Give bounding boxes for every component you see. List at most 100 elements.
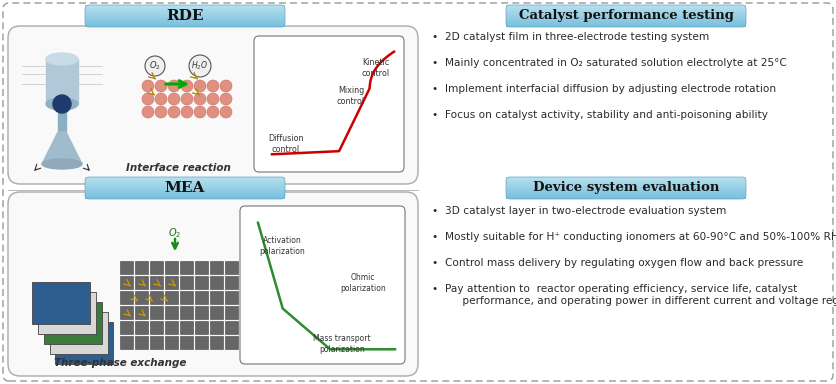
- Text: Mixing
control: Mixing control: [337, 86, 365, 106]
- Text: Activation
polarization: Activation polarization: [259, 236, 305, 256]
- Circle shape: [145, 56, 165, 76]
- Bar: [210, 336, 223, 349]
- Bar: [180, 291, 193, 304]
- Bar: [135, 291, 148, 304]
- Bar: [150, 291, 163, 304]
- Bar: [225, 306, 238, 319]
- Bar: [180, 321, 193, 334]
- Bar: [38, 292, 96, 334]
- Polygon shape: [42, 132, 82, 164]
- Circle shape: [155, 93, 167, 105]
- Bar: [135, 336, 148, 349]
- Text: Mass transport
polarization: Mass transport polarization: [314, 334, 371, 354]
- Circle shape: [189, 55, 211, 77]
- Ellipse shape: [42, 159, 82, 169]
- Text: $O_2$: $O_2$: [168, 226, 181, 240]
- Bar: [195, 336, 208, 349]
- Text: •  2D catalyst film in three-electrode testing system: • 2D catalyst film in three-electrode te…: [432, 32, 709, 42]
- Bar: [135, 276, 148, 289]
- Circle shape: [155, 106, 167, 118]
- Circle shape: [181, 93, 193, 105]
- Text: Device system evaluation: Device system evaluation: [533, 182, 719, 195]
- Circle shape: [220, 106, 232, 118]
- Bar: [150, 336, 163, 349]
- Text: •  Pay attention to  reactor operating efficiency, service life, catalyst
      : • Pay attention to reactor operating eff…: [432, 284, 836, 306]
- FancyBboxPatch shape: [240, 206, 405, 364]
- Bar: [32, 282, 90, 324]
- Ellipse shape: [46, 53, 78, 65]
- Ellipse shape: [46, 98, 78, 110]
- Bar: [180, 276, 193, 289]
- Polygon shape: [58, 104, 66, 132]
- Bar: [210, 306, 223, 319]
- Bar: [120, 261, 133, 274]
- Bar: [150, 261, 163, 274]
- Bar: [180, 306, 193, 319]
- Bar: [165, 276, 178, 289]
- Text: •  Focus on catalyst activity, stability and anti-poisoning ability: • Focus on catalyst activity, stability …: [432, 110, 768, 120]
- Circle shape: [207, 93, 219, 105]
- Bar: [55, 322, 113, 364]
- Bar: [195, 261, 208, 274]
- Text: •  Mostly suitable for H⁺ conducting ionomers at 60-90°C and 50%-100% RH: • Mostly suitable for H⁺ conducting iono…: [432, 232, 836, 242]
- Circle shape: [181, 106, 193, 118]
- Circle shape: [142, 93, 154, 105]
- Circle shape: [220, 93, 232, 105]
- Circle shape: [142, 80, 154, 92]
- Text: •  Implement interfacial diffusion by adjusting electrode rotation: • Implement interfacial diffusion by adj…: [432, 84, 776, 94]
- Text: $H_2O$: $H_2O$: [191, 60, 208, 72]
- Circle shape: [207, 106, 219, 118]
- Bar: [210, 261, 223, 274]
- Bar: [120, 291, 133, 304]
- FancyBboxPatch shape: [3, 3, 833, 381]
- Text: •  Mainly concentrated in O₂ saturated solution electrolyte at 25°C: • Mainly concentrated in O₂ saturated so…: [432, 58, 787, 68]
- Bar: [135, 261, 148, 274]
- Text: Ohmic
polarization: Ohmic polarization: [340, 273, 386, 293]
- Bar: [120, 336, 133, 349]
- Bar: [195, 276, 208, 289]
- Text: •  3D catalyst layer in two-electrode evaluation system: • 3D catalyst layer in two-electrode eva…: [432, 206, 726, 216]
- Bar: [225, 336, 238, 349]
- Circle shape: [207, 80, 219, 92]
- Circle shape: [53, 95, 71, 113]
- Bar: [210, 276, 223, 289]
- FancyBboxPatch shape: [254, 36, 404, 172]
- Circle shape: [142, 106, 154, 118]
- Bar: [120, 276, 133, 289]
- Text: •  Control mass delivery by regulating oxygen flow and back pressure: • Control mass delivery by regulating ox…: [432, 258, 803, 268]
- Polygon shape: [46, 59, 78, 104]
- Bar: [195, 306, 208, 319]
- Bar: [44, 302, 102, 344]
- Text: RDE: RDE: [166, 9, 204, 23]
- Text: Catalyst performance testing: Catalyst performance testing: [518, 10, 733, 23]
- Text: Kinetic
control: Kinetic control: [362, 58, 390, 78]
- Circle shape: [181, 80, 193, 92]
- Bar: [135, 306, 148, 319]
- Bar: [210, 321, 223, 334]
- Text: Three-phase exchange: Three-phase exchange: [54, 358, 186, 368]
- Bar: [180, 261, 193, 274]
- Bar: [225, 261, 238, 274]
- Bar: [120, 306, 133, 319]
- Bar: [195, 321, 208, 334]
- Text: Interface reaction: Interface reaction: [125, 163, 231, 173]
- Bar: [165, 291, 178, 304]
- Bar: [210, 291, 223, 304]
- Bar: [225, 321, 238, 334]
- Circle shape: [168, 106, 180, 118]
- FancyBboxPatch shape: [8, 26, 418, 184]
- Bar: [225, 291, 238, 304]
- Bar: [50, 312, 108, 354]
- Bar: [150, 276, 163, 289]
- Text: $O_2$: $O_2$: [149, 60, 161, 72]
- Bar: [135, 321, 148, 334]
- Circle shape: [220, 80, 232, 92]
- Bar: [165, 321, 178, 334]
- Bar: [120, 321, 133, 334]
- Circle shape: [168, 80, 180, 92]
- Circle shape: [194, 106, 206, 118]
- Bar: [165, 261, 178, 274]
- Circle shape: [194, 80, 206, 92]
- Bar: [225, 276, 238, 289]
- FancyBboxPatch shape: [8, 192, 418, 376]
